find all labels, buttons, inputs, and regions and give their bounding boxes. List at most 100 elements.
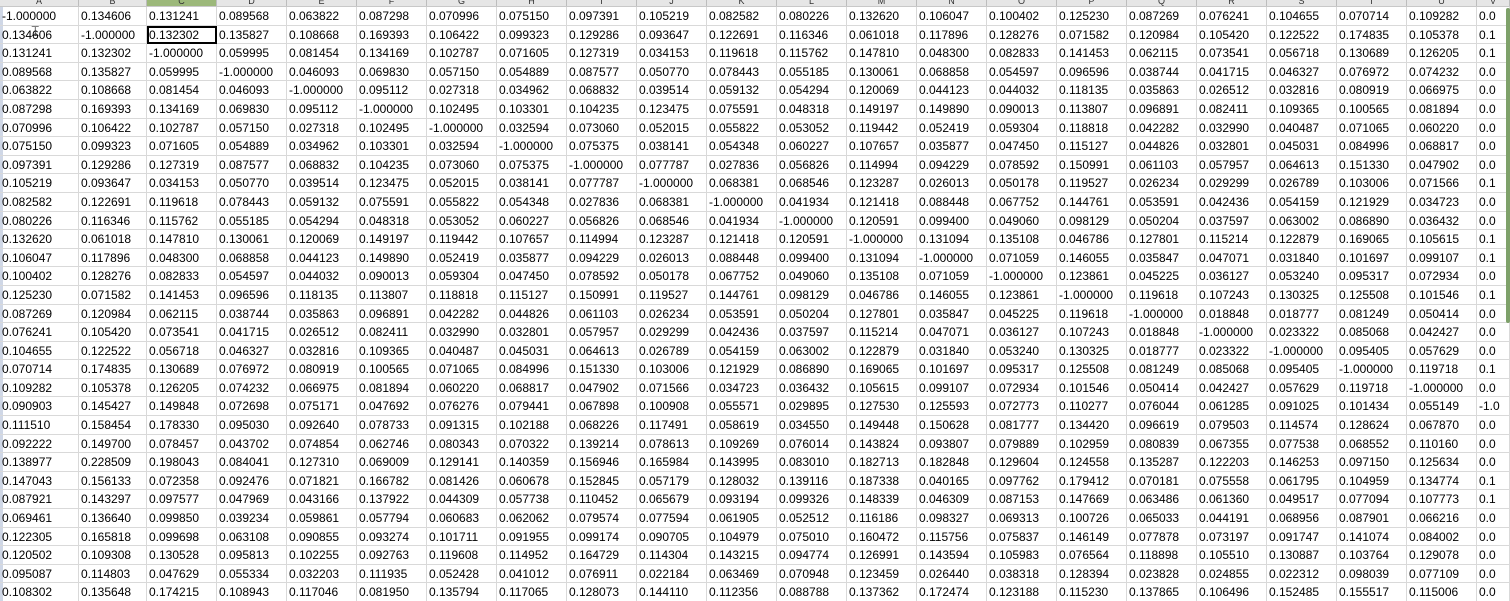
cell[interactable]: 0.179412 [1057,471,1127,491]
cell[interactable]: 0.032816 [287,341,357,361]
cell[interactable]: 0.147810 [847,44,917,63]
cell[interactable]: 0.077878 [1127,527,1197,547]
vertical-scrollbar[interactable] [1506,8,1510,323]
cell[interactable]: 0.143995 [707,453,777,472]
cell[interactable]: -1.0 [1477,397,1510,417]
cell[interactable]: 0.125230 [0,285,79,305]
cell[interactable]: 0.056718 [147,341,217,361]
cell[interactable]: 0.073541 [1197,44,1267,63]
cell[interactable]: 0.032594 [497,118,567,138]
cell[interactable]: 0.044826 [1127,137,1197,156]
cell[interactable]: 0.174835 [79,360,147,379]
cell[interactable]: 0.054597 [217,267,287,286]
cell[interactable]: 0.029895 [777,397,847,417]
cell[interactable]: 0.120984 [79,304,147,324]
cell[interactable]: 0.0 [1477,564,1510,584]
cell[interactable]: 0.057150 [427,62,497,82]
cell[interactable]: 0.042427 [1407,323,1477,342]
cell[interactable]: 0.045225 [1127,267,1197,286]
cell[interactable]: 0.169065 [847,360,917,379]
cell[interactable]: -1.000000 [79,25,147,45]
cell[interactable]: 0.144761 [707,285,777,305]
cell[interactable]: 0.087269 [1127,7,1197,26]
cell[interactable]: 0.071582 [79,285,147,305]
cell[interactable]: 0.070714 [0,360,79,379]
cell[interactable]: 0.108943 [217,583,287,601]
cell[interactable]: 0.121929 [707,360,777,379]
cell[interactable]: 0.128073 [567,583,637,601]
cell[interactable]: 0.062746 [357,434,427,454]
cell[interactable]: 0.0 [1477,323,1510,342]
cell[interactable]: 0.057629 [1267,378,1337,398]
cell[interactable]: 0.095030 [217,416,287,435]
cell[interactable]: 0.089568 [217,7,287,26]
cell[interactable]: 0.061360 [1197,490,1267,510]
cell[interactable]: 0.026789 [637,341,707,361]
cell[interactable]: 0.105378 [79,378,147,398]
cell[interactable]: 0.068546 [637,211,707,231]
cell[interactable]: 0.048300 [917,44,987,63]
cell[interactable]: 0.081454 [287,44,357,63]
cell[interactable]: 0.101546 [1057,378,1127,398]
column-header-h[interactable]: H [497,0,567,6]
cell[interactable]: 0.080919 [1337,81,1407,100]
cell[interactable]: 0.113807 [357,285,427,305]
cell[interactable]: 0.117065 [497,583,567,601]
cell[interactable]: 0.115230 [1057,583,1127,601]
cell[interactable]: 0.126205 [147,378,217,398]
cell[interactable]: -1.000000 [427,118,497,138]
cell[interactable]: 0.080226 [0,211,79,231]
cell[interactable]: 0.091955 [497,527,567,547]
cell[interactable]: 0.119608 [427,546,497,565]
cell[interactable]: 0.034550 [777,416,847,435]
cell[interactable]: 0.053240 [987,341,1057,361]
cell[interactable]: 0.139214 [567,434,637,454]
cell[interactable]: 0.064613 [1267,155,1337,175]
cell[interactable]: 0.115127 [497,285,567,305]
cell[interactable]: 0.056826 [777,155,847,175]
cell[interactable]: 0.118135 [287,285,357,305]
cell[interactable]: 0.032816 [1267,81,1337,100]
cell[interactable]: 0.150991 [567,285,637,305]
cell[interactable]: 0.035863 [1127,81,1197,100]
cell[interactable]: 0.059995 [217,44,287,63]
cell[interactable]: 0.0 [1477,453,1510,472]
cell[interactable]: 0.072934 [987,378,1057,398]
cell[interactable]: 0.050204 [777,304,847,324]
cell[interactable]: 0.127801 [1127,230,1197,249]
cell[interactable]: 0.026013 [917,174,987,193]
cell[interactable]: 0.044032 [287,267,357,286]
cell[interactable]: 0.103764 [1337,546,1407,565]
cell[interactable]: 0.044123 [917,81,987,100]
column-header-r[interactable]: R [1197,0,1267,6]
cell[interactable]: 0.182713 [847,453,917,472]
cell[interactable]: 0.152845 [567,471,637,491]
cell[interactable]: 0.054889 [217,137,287,156]
cell[interactable]: 0.125634 [1407,453,1477,472]
cell[interactable]: 0.037597 [1197,211,1267,231]
cell[interactable]: 0.134169 [357,44,427,63]
column-header-q[interactable]: Q [1127,0,1197,6]
cell[interactable]: 0.073197 [1197,527,1267,547]
cell[interactable]: 0.115762 [777,44,847,63]
cell[interactable]: 0.057957 [1197,155,1267,175]
cell[interactable]: 0.063002 [1267,211,1337,231]
cell[interactable]: 0.069461 [0,509,79,528]
cell[interactable]: -1.000000 [777,211,847,231]
cell[interactable]: 0.071566 [1407,174,1477,193]
cell[interactable]: 0.130689 [1337,44,1407,63]
cell[interactable]: 0.090855 [287,527,357,547]
cell[interactable]: 0.149197 [357,230,427,249]
cell[interactable]: 0.124558 [1057,453,1127,472]
cell[interactable]: 0.042427 [1197,378,1267,398]
cell[interactable]: 0.103006 [1337,174,1407,193]
cell[interactable]: 0.099107 [917,378,987,398]
cell[interactable]: 0.174215 [147,583,217,601]
cell[interactable]: 0.050414 [1127,378,1197,398]
cell[interactable]: 0.096891 [357,304,427,324]
cell[interactable]: 0.165818 [79,527,147,547]
cell[interactable]: 0.063822 [0,81,79,100]
cell[interactable]: 0.107657 [497,230,567,249]
cell[interactable]: 0.148339 [847,490,917,510]
cell[interactable]: 0.0 [1477,527,1510,547]
